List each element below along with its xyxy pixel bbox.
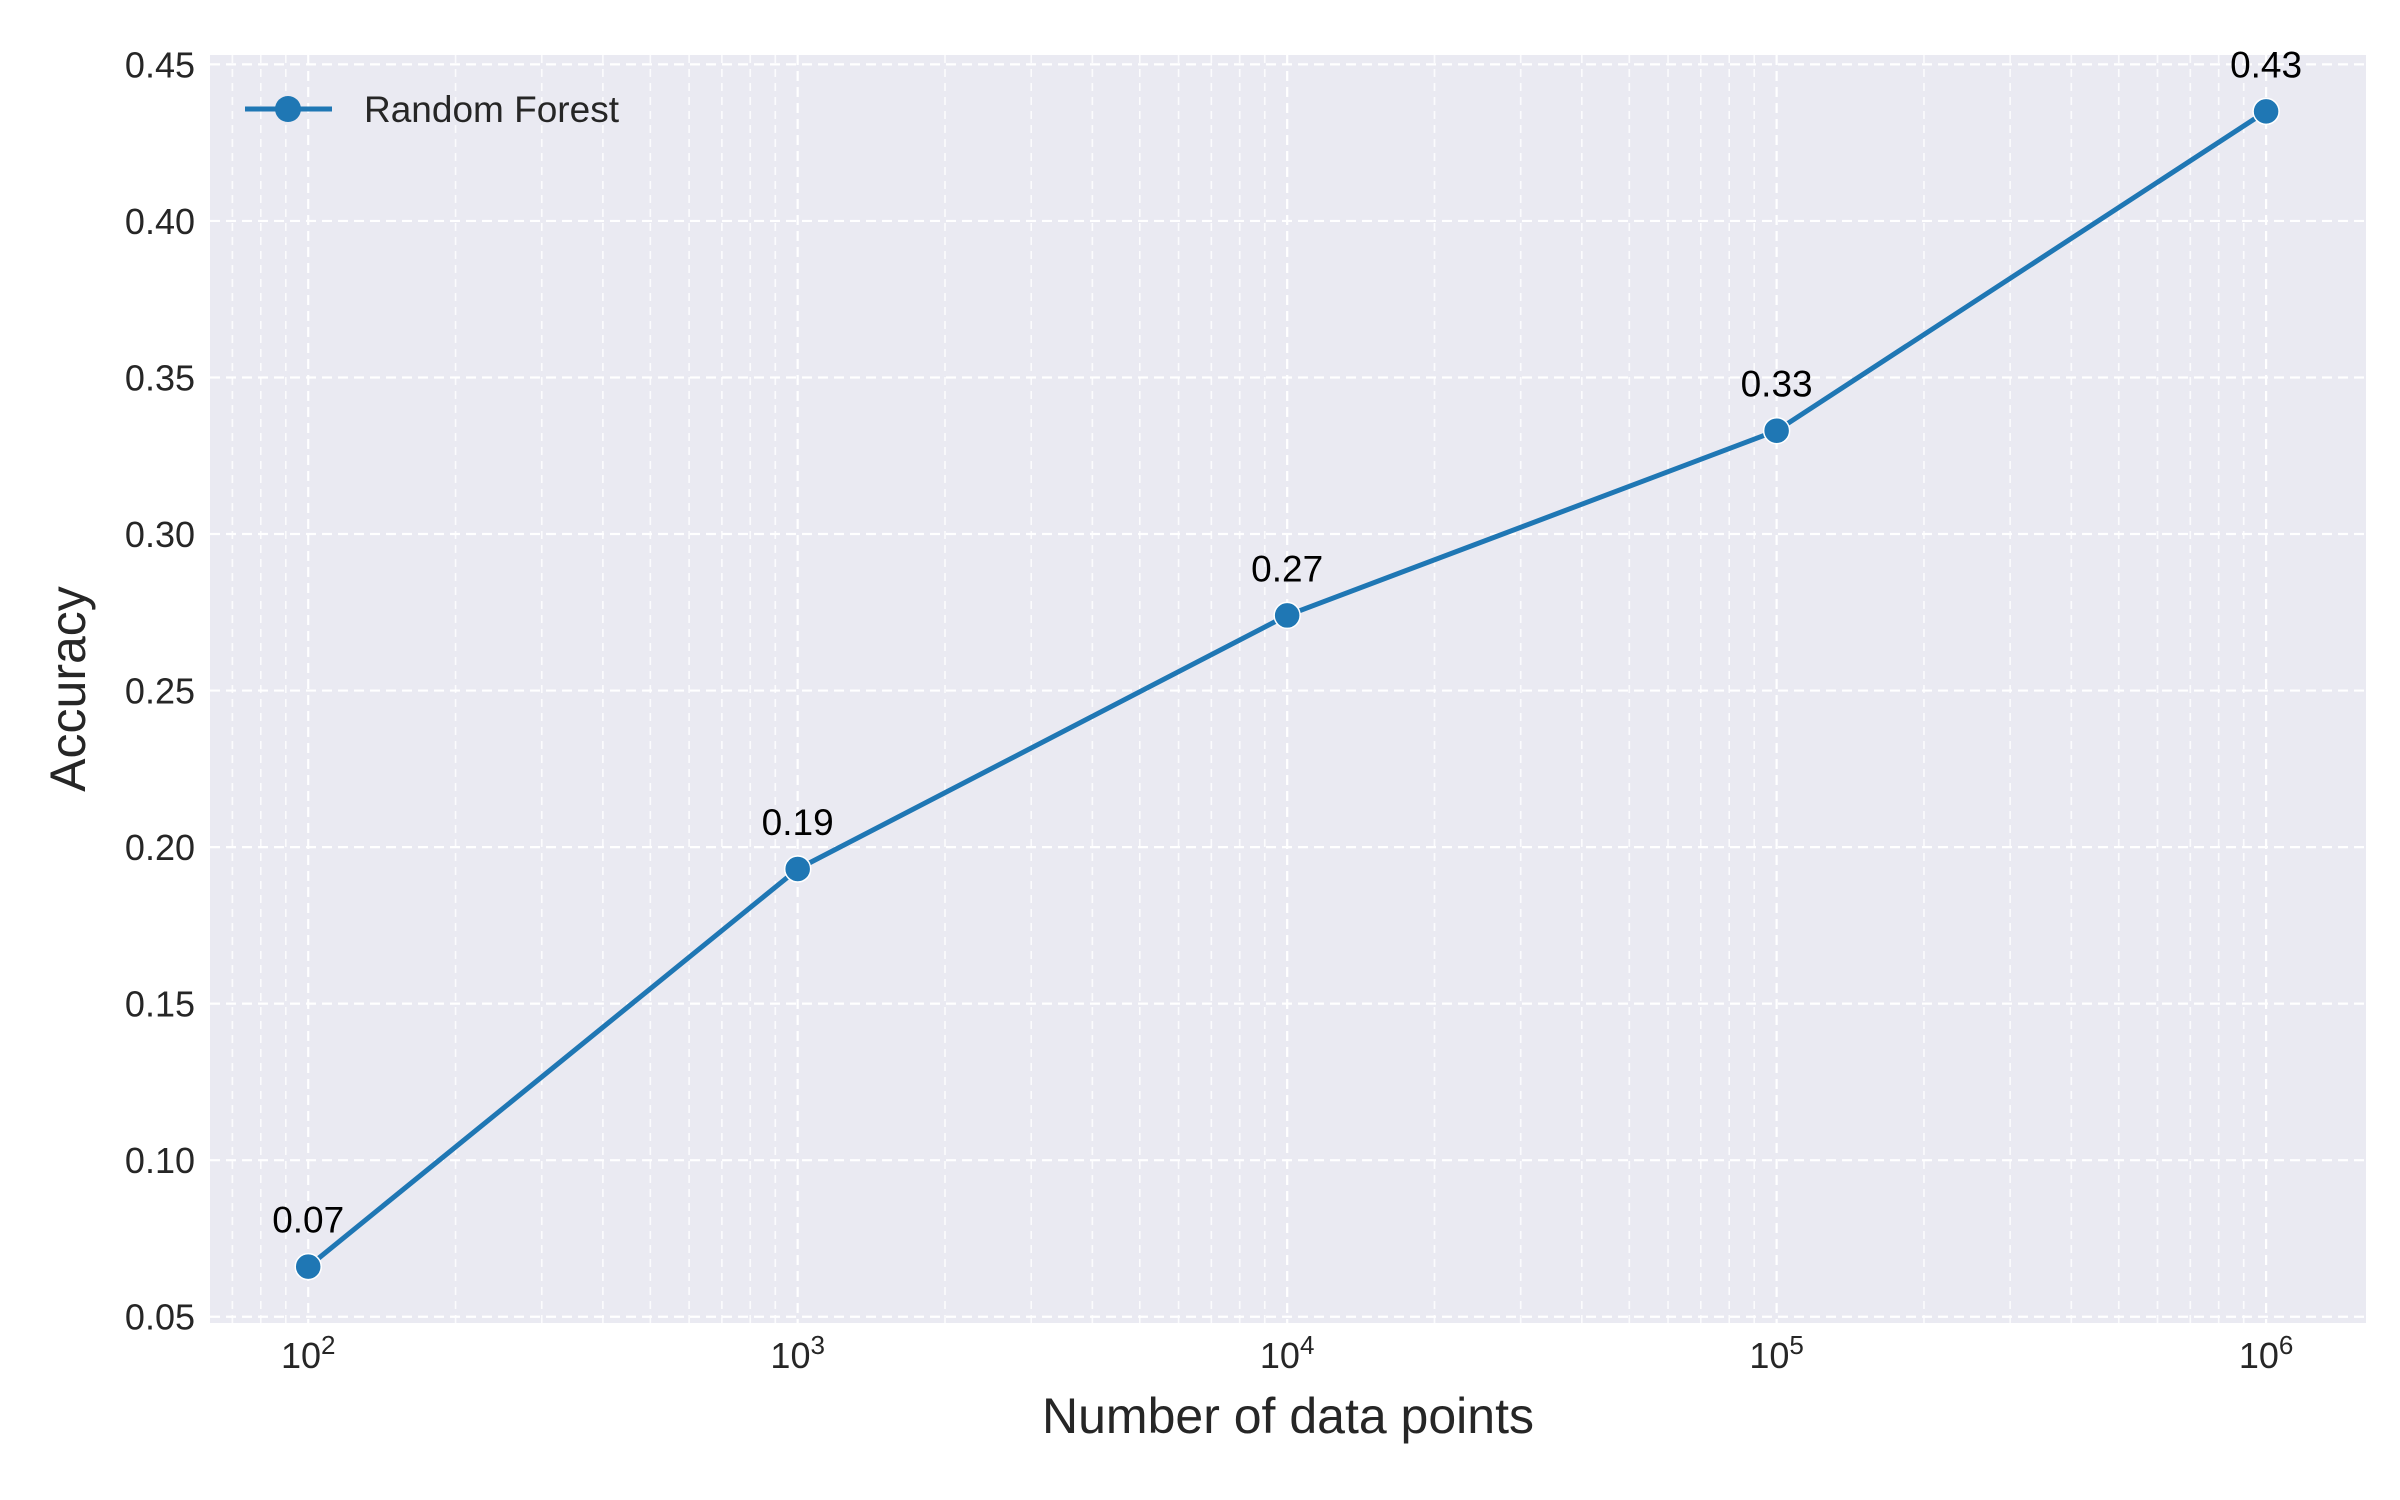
y-tick-label: 0.20 [125,827,195,868]
data-label: 0.19 [762,802,834,843]
data-label: 0.43 [2230,44,2302,85]
y-tick-label: 0.45 [125,44,195,85]
series-layer: 0.07 0.19 0.27 0.33 0.43 [272,44,2302,1281]
x-tick-label: 104 [1260,1330,1315,1376]
y-tick-label: 0.25 [125,671,195,712]
x-tick-label: 105 [1749,1330,1804,1376]
x-axis-title: Number of data points [1042,1388,1534,1444]
data-point [1762,416,1791,445]
data-label: 0.27 [1251,548,1323,589]
y-tick-label: 0.15 [125,984,195,1025]
y-tick-label: 0.35 [125,357,195,398]
y-tick-label: 0.30 [125,514,195,555]
data-label: 0.07 [272,1200,344,1241]
data-point [1273,601,1301,630]
y-axis-ticks: 0.05 0.10 0.15 0.20 0.25 0.30 0.35 0.40 0.45 [125,44,195,1337]
data-label: 0.33 [1741,364,1813,405]
x-tick-label: 106 [2239,1330,2294,1376]
y-tick-label: 0.05 [125,1297,195,1338]
legend-label: Random Forest [364,89,620,130]
y-axis-title: Accuracy [40,586,96,792]
y-tick-label: 0.10 [125,1140,195,1181]
x-tick-label: 103 [770,1330,825,1376]
major-grid [210,55,2366,1323]
x-tick-label: 102 [281,1330,336,1376]
legend-marker [275,96,301,122]
y-tick-label: 0.40 [125,201,195,242]
data-point [294,1252,322,1281]
data-point [2252,97,2280,126]
legend: Random Forest [245,89,620,130]
data-point [783,855,812,883]
x-axis-ticks: 102 103 104 105 106 [281,1330,2293,1376]
